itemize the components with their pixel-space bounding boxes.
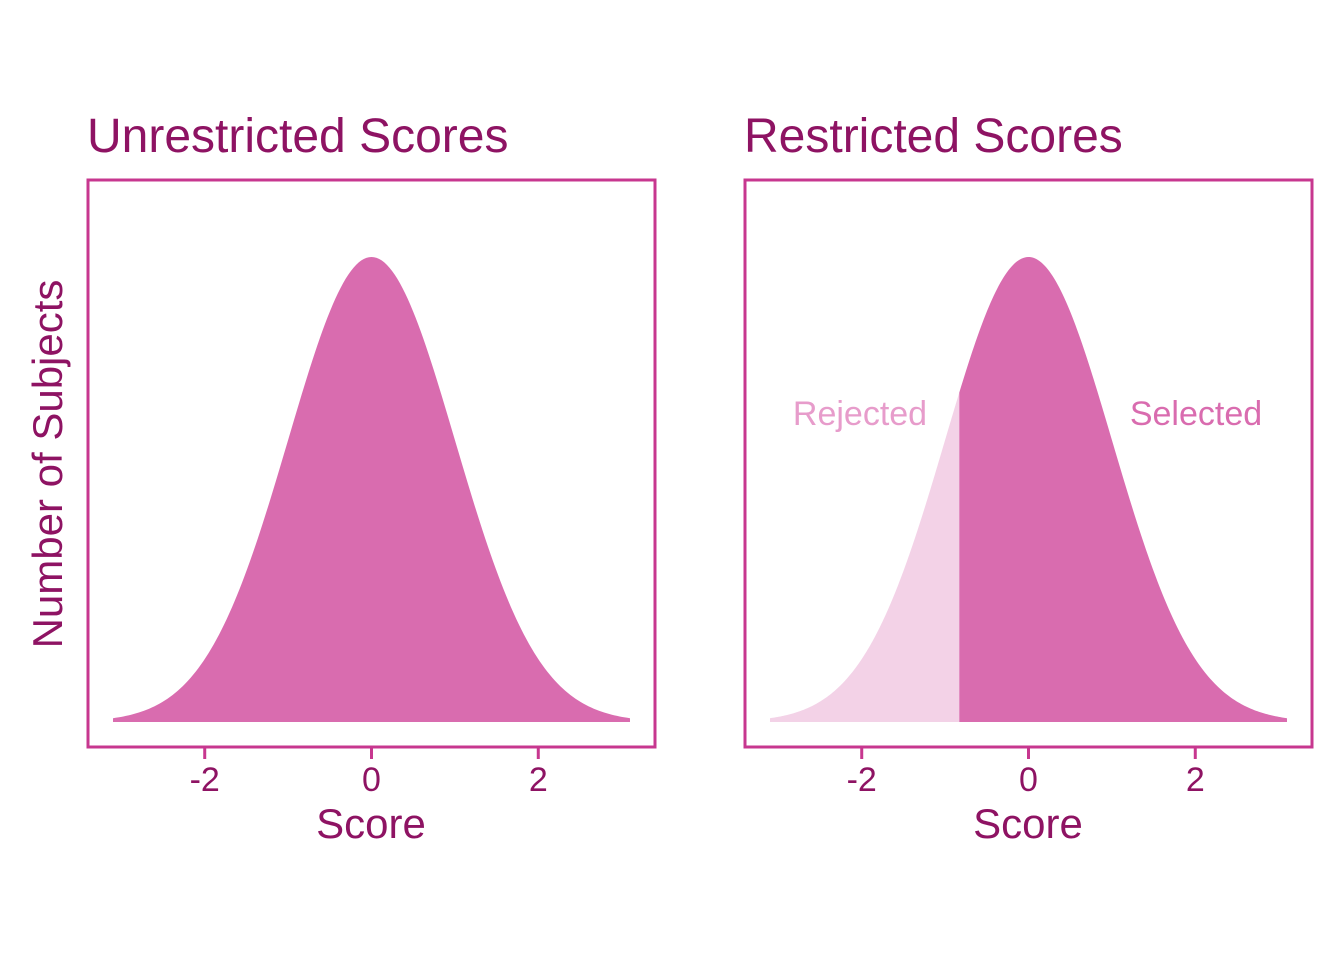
x-tick-label: -2 xyxy=(847,761,877,799)
panel-restricted: Restricted Scores Rejected Selected -2 0… xyxy=(743,110,1314,847)
annotation-selected: Selected xyxy=(1130,395,1262,433)
x-axis-unrestricted: -2 0 2 xyxy=(190,747,548,799)
x-tick-label: -2 xyxy=(190,761,220,799)
chart-title-restricted: Restricted Scores xyxy=(744,110,1123,163)
x-tick-label: 2 xyxy=(1186,761,1205,799)
x-tick-label: 0 xyxy=(362,761,381,799)
x-axis-label-restricted: Score xyxy=(973,800,1083,847)
annotation-rejected: Rejected xyxy=(793,395,927,433)
density-area-selected xyxy=(959,257,1287,722)
density-area-unrestricted xyxy=(113,257,630,722)
panel-unrestricted: Unrestricted Scores -2 0 2 Score Number … xyxy=(24,110,657,847)
y-axis-label: Number of Subjects xyxy=(24,280,71,649)
density-area-rejected xyxy=(770,392,960,722)
x-axis-label-unrestricted: Score xyxy=(316,800,426,847)
chart-title-unrestricted: Unrestricted Scores xyxy=(87,110,508,163)
x-tick-label: 2 xyxy=(529,761,548,799)
x-tick-label: 0 xyxy=(1019,761,1038,799)
x-axis-restricted: -2 0 2 xyxy=(847,747,1205,799)
